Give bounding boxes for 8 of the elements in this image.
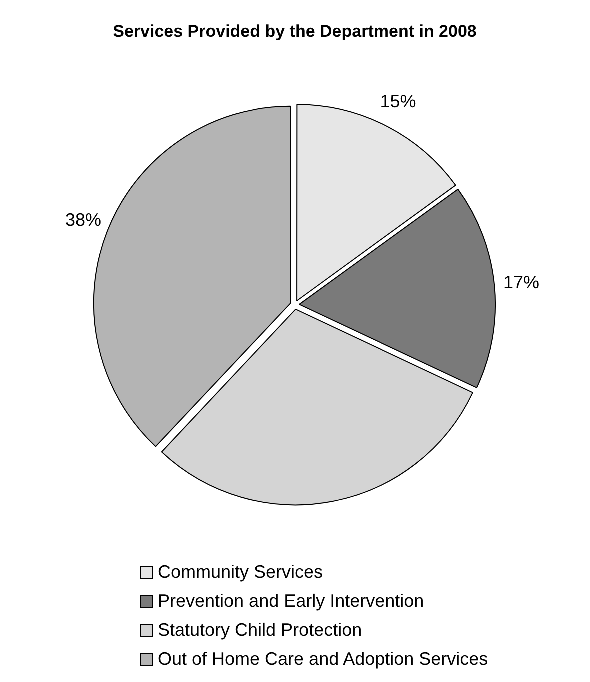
legend-label: Statutory Child Protection	[157, 619, 364, 642]
data-label: 15%	[380, 91, 416, 112]
legend-label: Prevention and Early Intervention	[157, 590, 426, 613]
legend-label: Community Services	[157, 561, 324, 584]
data-label: 38%	[65, 210, 102, 230]
legend-label: Out of Home Care and Adoption Services	[157, 648, 488, 671]
data-label: 17%	[503, 272, 540, 293]
chart-title: Services Provided by the Department in 2008	[112, 22, 478, 42]
